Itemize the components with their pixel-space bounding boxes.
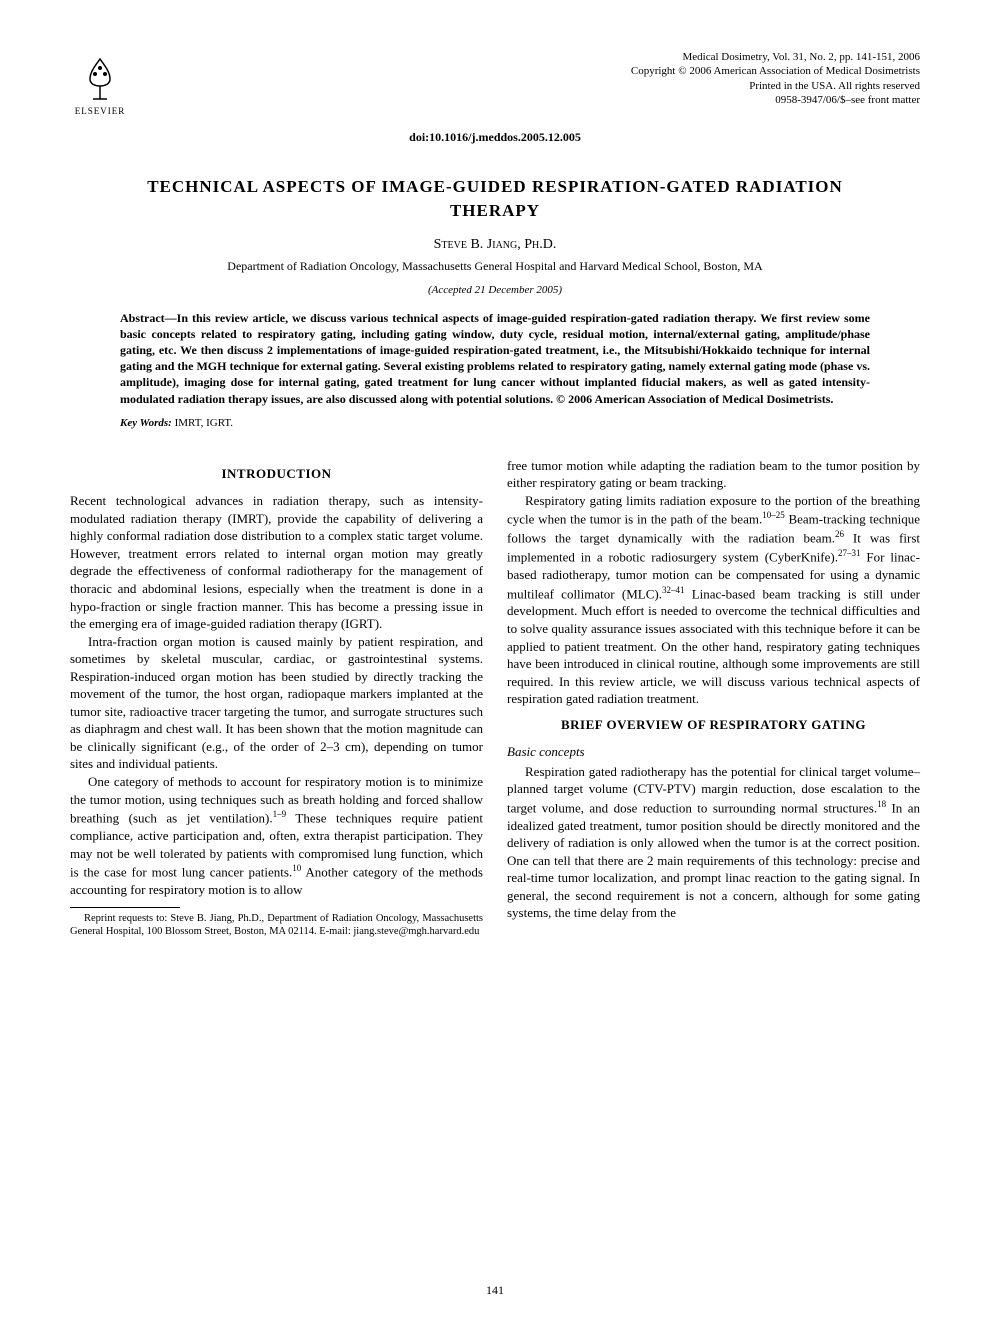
citation-ref: 10 [292, 863, 301, 873]
article-title: TECHNICAL ASPECTS OF IMAGE-GUIDED RESPIR… [130, 175, 860, 223]
footnote-block: Reprint requests to: Steve B. Jiang, Ph.… [70, 907, 483, 939]
abstract-block: Abstract—In this review article, we disc… [120, 310, 870, 407]
citation-ref: 26 [835, 529, 844, 539]
keywords-block: Key Words: IMRT, IGRT. [120, 417, 870, 429]
reprint-footnote: Reprint requests to: Steve B. Jiang, Ph.… [70, 912, 483, 939]
basic-concepts-heading: Basic concepts [507, 743, 920, 761]
accepted-date: (Accepted 21 December 2005) [70, 284, 920, 296]
bp1-text-b: In an idealized gated treatment, tumor p… [507, 800, 920, 920]
journal-meta: Medical Dosimetry, Vol. 31, No. 2, pp. 1… [631, 50, 920, 107]
intro-paragraph-3-cont: free tumor motion while adapting the rad… [507, 457, 920, 492]
abstract-text: In this review article, we discuss vario… [120, 311, 870, 406]
publisher-name: ELSEVIER [75, 106, 126, 116]
intro-paragraph-1: Recent technological advances in radiati… [70, 492, 483, 632]
author-affiliation: Department of Radiation Oncology, Massac… [70, 259, 920, 274]
keywords-label: Key Words: [120, 417, 172, 429]
journal-citation: Medical Dosimetry, Vol. 31, No. 2, pp. 1… [631, 50, 920, 64]
page-number: 141 [0, 1283, 990, 1298]
article-body-columns: INTRODUCTION Recent technological advanc… [70, 457, 920, 939]
footnote-rule [70, 907, 180, 908]
intro-paragraph-2: Intra-fraction organ motion is caused ma… [70, 633, 483, 773]
copyright-line: Copyright © 2006 American Association of… [631, 64, 920, 78]
bp1-text-a: Respiration gated radiotherapy has the p… [507, 764, 920, 815]
keywords-text: IMRT, IGRT. [172, 417, 233, 429]
intro-paragraph-3: One category of methods to account for r… [70, 773, 483, 898]
page-header: ELSEVIER Medical Dosimetry, Vol. 31, No.… [70, 50, 920, 120]
p4-text-e: Linac-based beam tracking is still under… [507, 586, 920, 706]
overview-heading: BRIEF OVERVIEW OF RESPIRATORY GATING [507, 716, 920, 734]
elsevier-tree-icon [75, 54, 125, 104]
citation-ref: 18 [877, 799, 886, 809]
citation-ref: 10–25 [762, 510, 785, 520]
basic-paragraph-1: Respiration gated radiotherapy has the p… [507, 763, 920, 922]
printed-line: Printed in the USA. All rights reserved [631, 79, 920, 93]
issn-line: 0958-3947/06/$–see front matter [631, 93, 920, 107]
introduction-heading: INTRODUCTION [70, 465, 483, 483]
publisher-logo: ELSEVIER [70, 50, 130, 120]
citation-ref: 32–41 [662, 585, 685, 595]
citation-ref: 1–9 [273, 809, 287, 819]
abstract-label: Abstract— [120, 311, 177, 325]
citation-ref: 27–31 [838, 548, 861, 558]
doi: doi:10.1016/j.meddos.2005.12.005 [70, 130, 920, 145]
author-list: Steve B. Jiang, Ph.D. [70, 237, 920, 253]
intro-paragraph-4: Respiratory gating limits radiation expo… [507, 492, 920, 708]
